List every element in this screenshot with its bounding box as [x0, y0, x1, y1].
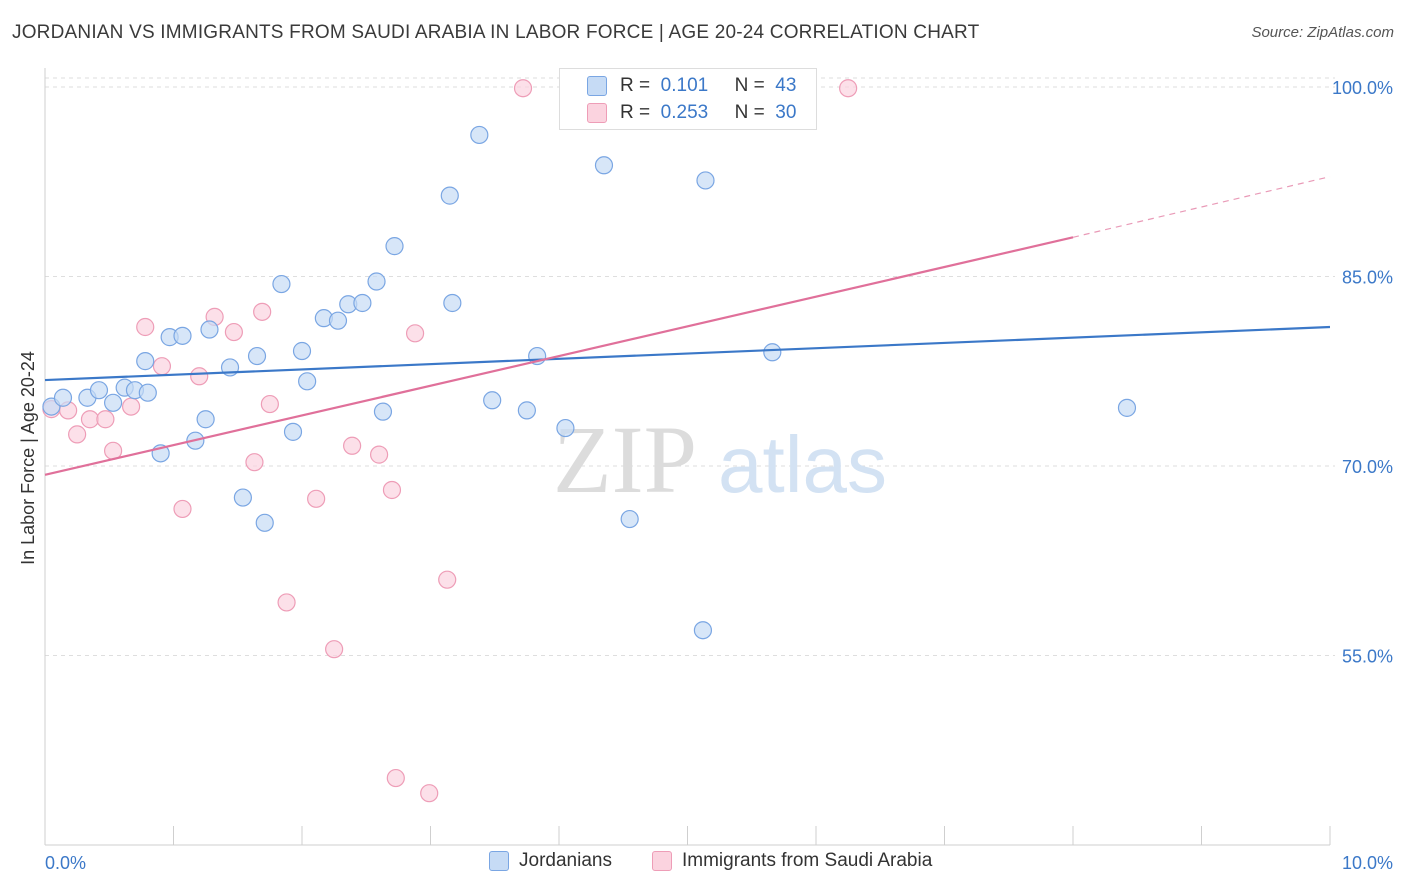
- jordanians-point-39: [693, 621, 713, 640]
- jordanians-point-20: [283, 422, 303, 441]
- immigrants-point-21: [382, 480, 402, 500]
- stats-legend-box: R = 0.101 N = 43 R = 0.253 N = 30: [559, 68, 817, 130]
- trend-line-immigrants: [44, 236, 1074, 476]
- jordanians-point-27: [367, 272, 386, 291]
- jordanians-point-4: [104, 393, 123, 412]
- legend-item-immigrants: Immigrants from Saudi Arabia: [652, 850, 932, 872]
- y-tick-label-3: 100.0%: [1332, 78, 1393, 98]
- jordanians-point-31: [443, 293, 462, 313]
- chart-title: JORDANIAN VS IMMIGRANTS FROM SAUDI ARABI…: [12, 22, 980, 43]
- jordanians-point-3: [89, 381, 109, 400]
- jordanians-point-32: [470, 125, 489, 145]
- jordanians-point-16: [233, 488, 252, 507]
- immigrants-point-25: [438, 570, 457, 589]
- immigrants-point-4: [96, 410, 115, 429]
- stats-n-value-1: 43: [775, 75, 797, 96]
- jordanians-point-33: [483, 391, 502, 410]
- trend-line-jordanians: [44, 325, 1331, 382]
- stats-row-immigrants: R = 0.253 N = 30: [587, 102, 797, 124]
- jordanians-point-17: [247, 346, 267, 366]
- watermark: ZIP atlas: [553, 406, 887, 513]
- immigrants-point-29: [839, 79, 858, 98]
- stats-r-label-1: R =: [620, 75, 651, 96]
- immigrants-point-16: [277, 593, 296, 612]
- stats-r-value-2: 0.253: [660, 102, 709, 123]
- immigrants-point-7: [136, 317, 155, 337]
- jordanians-point-34: [517, 401, 536, 420]
- jordanians-point-1: [53, 388, 73, 407]
- stats-n-label-1: N =: [734, 75, 765, 96]
- jordanians-point-19: [272, 274, 291, 294]
- immigrants-point-22: [405, 324, 425, 343]
- source-label: Source: ZipAtlas.com: [1251, 24, 1394, 41]
- stats-row-jordanians: R = 0.101 N = 43: [587, 75, 797, 97]
- immigrants-point-23: [386, 768, 405, 788]
- series-jordanians-points: [42, 125, 1137, 640]
- jordanians-point-22: [298, 372, 317, 391]
- immigrants-point-14: [253, 302, 272, 321]
- stats-r-value-1: 0.101: [660, 75, 709, 96]
- stats-n-label-2: N =: [734, 102, 765, 123]
- axes: [44, 68, 1331, 846]
- jordanians-point-24: [328, 311, 348, 330]
- x-tick-label-1: 10.0%: [1342, 853, 1393, 873]
- jordanians-point-13: [196, 410, 215, 429]
- watermark-atlas: atlas: [718, 420, 887, 509]
- stats-n-value-2: 30: [775, 102, 797, 123]
- y-axis-label: In Labor Force | Age 20-24: [18, 351, 38, 565]
- legend-label-jordanians: Jordanians: [519, 850, 612, 871]
- trend-lines: [44, 176, 1331, 476]
- jordanians-point-42: [1117, 398, 1137, 417]
- immigrants-point-2: [68, 425, 87, 444]
- jordanians-point-41: [763, 343, 782, 362]
- jordanians-point-36: [556, 418, 575, 438]
- jordanians-point-37: [594, 156, 614, 175]
- immigrants-point-20: [370, 445, 389, 464]
- stats-swatch-jordanians: [587, 76, 607, 96]
- jordanians-point-8: [138, 383, 157, 402]
- y-tick-label-2: 85.0%: [1342, 267, 1393, 287]
- jordanians-point-11: [173, 326, 192, 345]
- jordanians-point-26: [353, 293, 372, 313]
- jordanians-point-30: [440, 186, 459, 205]
- jordanians-point-21: [292, 341, 312, 361]
- watermark-zip: ZIP: [553, 406, 697, 513]
- immigrants-point-19: [343, 436, 362, 455]
- immigrants-point-24: [420, 784, 439, 803]
- y-tick-label-1: 70.0%: [1342, 457, 1393, 477]
- bottom-legend: Jordanians Immigrants from Saudi Arabia: [0, 850, 1406, 880]
- immigrants-point-13: [245, 453, 264, 472]
- immigrants-point-18: [325, 640, 344, 659]
- immigrants-point-10: [190, 367, 209, 386]
- tick-labels: 55.0% 70.0% 85.0% 100.0% 0.0% 10.0%: [45, 78, 1393, 873]
- immigrants-point-12: [224, 322, 243, 342]
- immigrants-point-3: [80, 410, 100, 429]
- jordanians-point-14: [200, 320, 219, 339]
- jordanians-point-40: [696, 171, 715, 190]
- immigrants-point-9: [173, 499, 192, 519]
- y-tick-label-0: 55.0%: [1342, 646, 1393, 666]
- jordanians-point-18: [255, 513, 274, 532]
- immigrants-point-6: [121, 397, 141, 416]
- x-tick-label-0: 0.0%: [45, 853, 86, 873]
- legend-item-jordanians: Jordanians: [489, 850, 612, 872]
- jordanians-point-38: [620, 509, 639, 529]
- trend-line-immigrants-extension: [1072, 176, 1331, 238]
- immigrants-point-26: [513, 79, 533, 98]
- stats-swatch-immigrants: [587, 103, 607, 123]
- legend-swatch-immigrants: [652, 851, 672, 871]
- jordanians-point-28: [373, 402, 393, 421]
- immigrants-point-8: [152, 357, 172, 376]
- stats-r-label-2: R =: [620, 102, 651, 123]
- grid-lines: [45, 77, 1335, 656]
- immigrants-point-15: [260, 394, 279, 414]
- jordanians-point-7: [136, 352, 155, 371]
- legend-swatch-jordanians: [489, 851, 509, 871]
- immigrants-point-17: [307, 489, 326, 508]
- jordanians-point-29: [385, 237, 404, 256]
- legend-label-immigrants: Immigrants from Saudi Arabia: [682, 850, 933, 871]
